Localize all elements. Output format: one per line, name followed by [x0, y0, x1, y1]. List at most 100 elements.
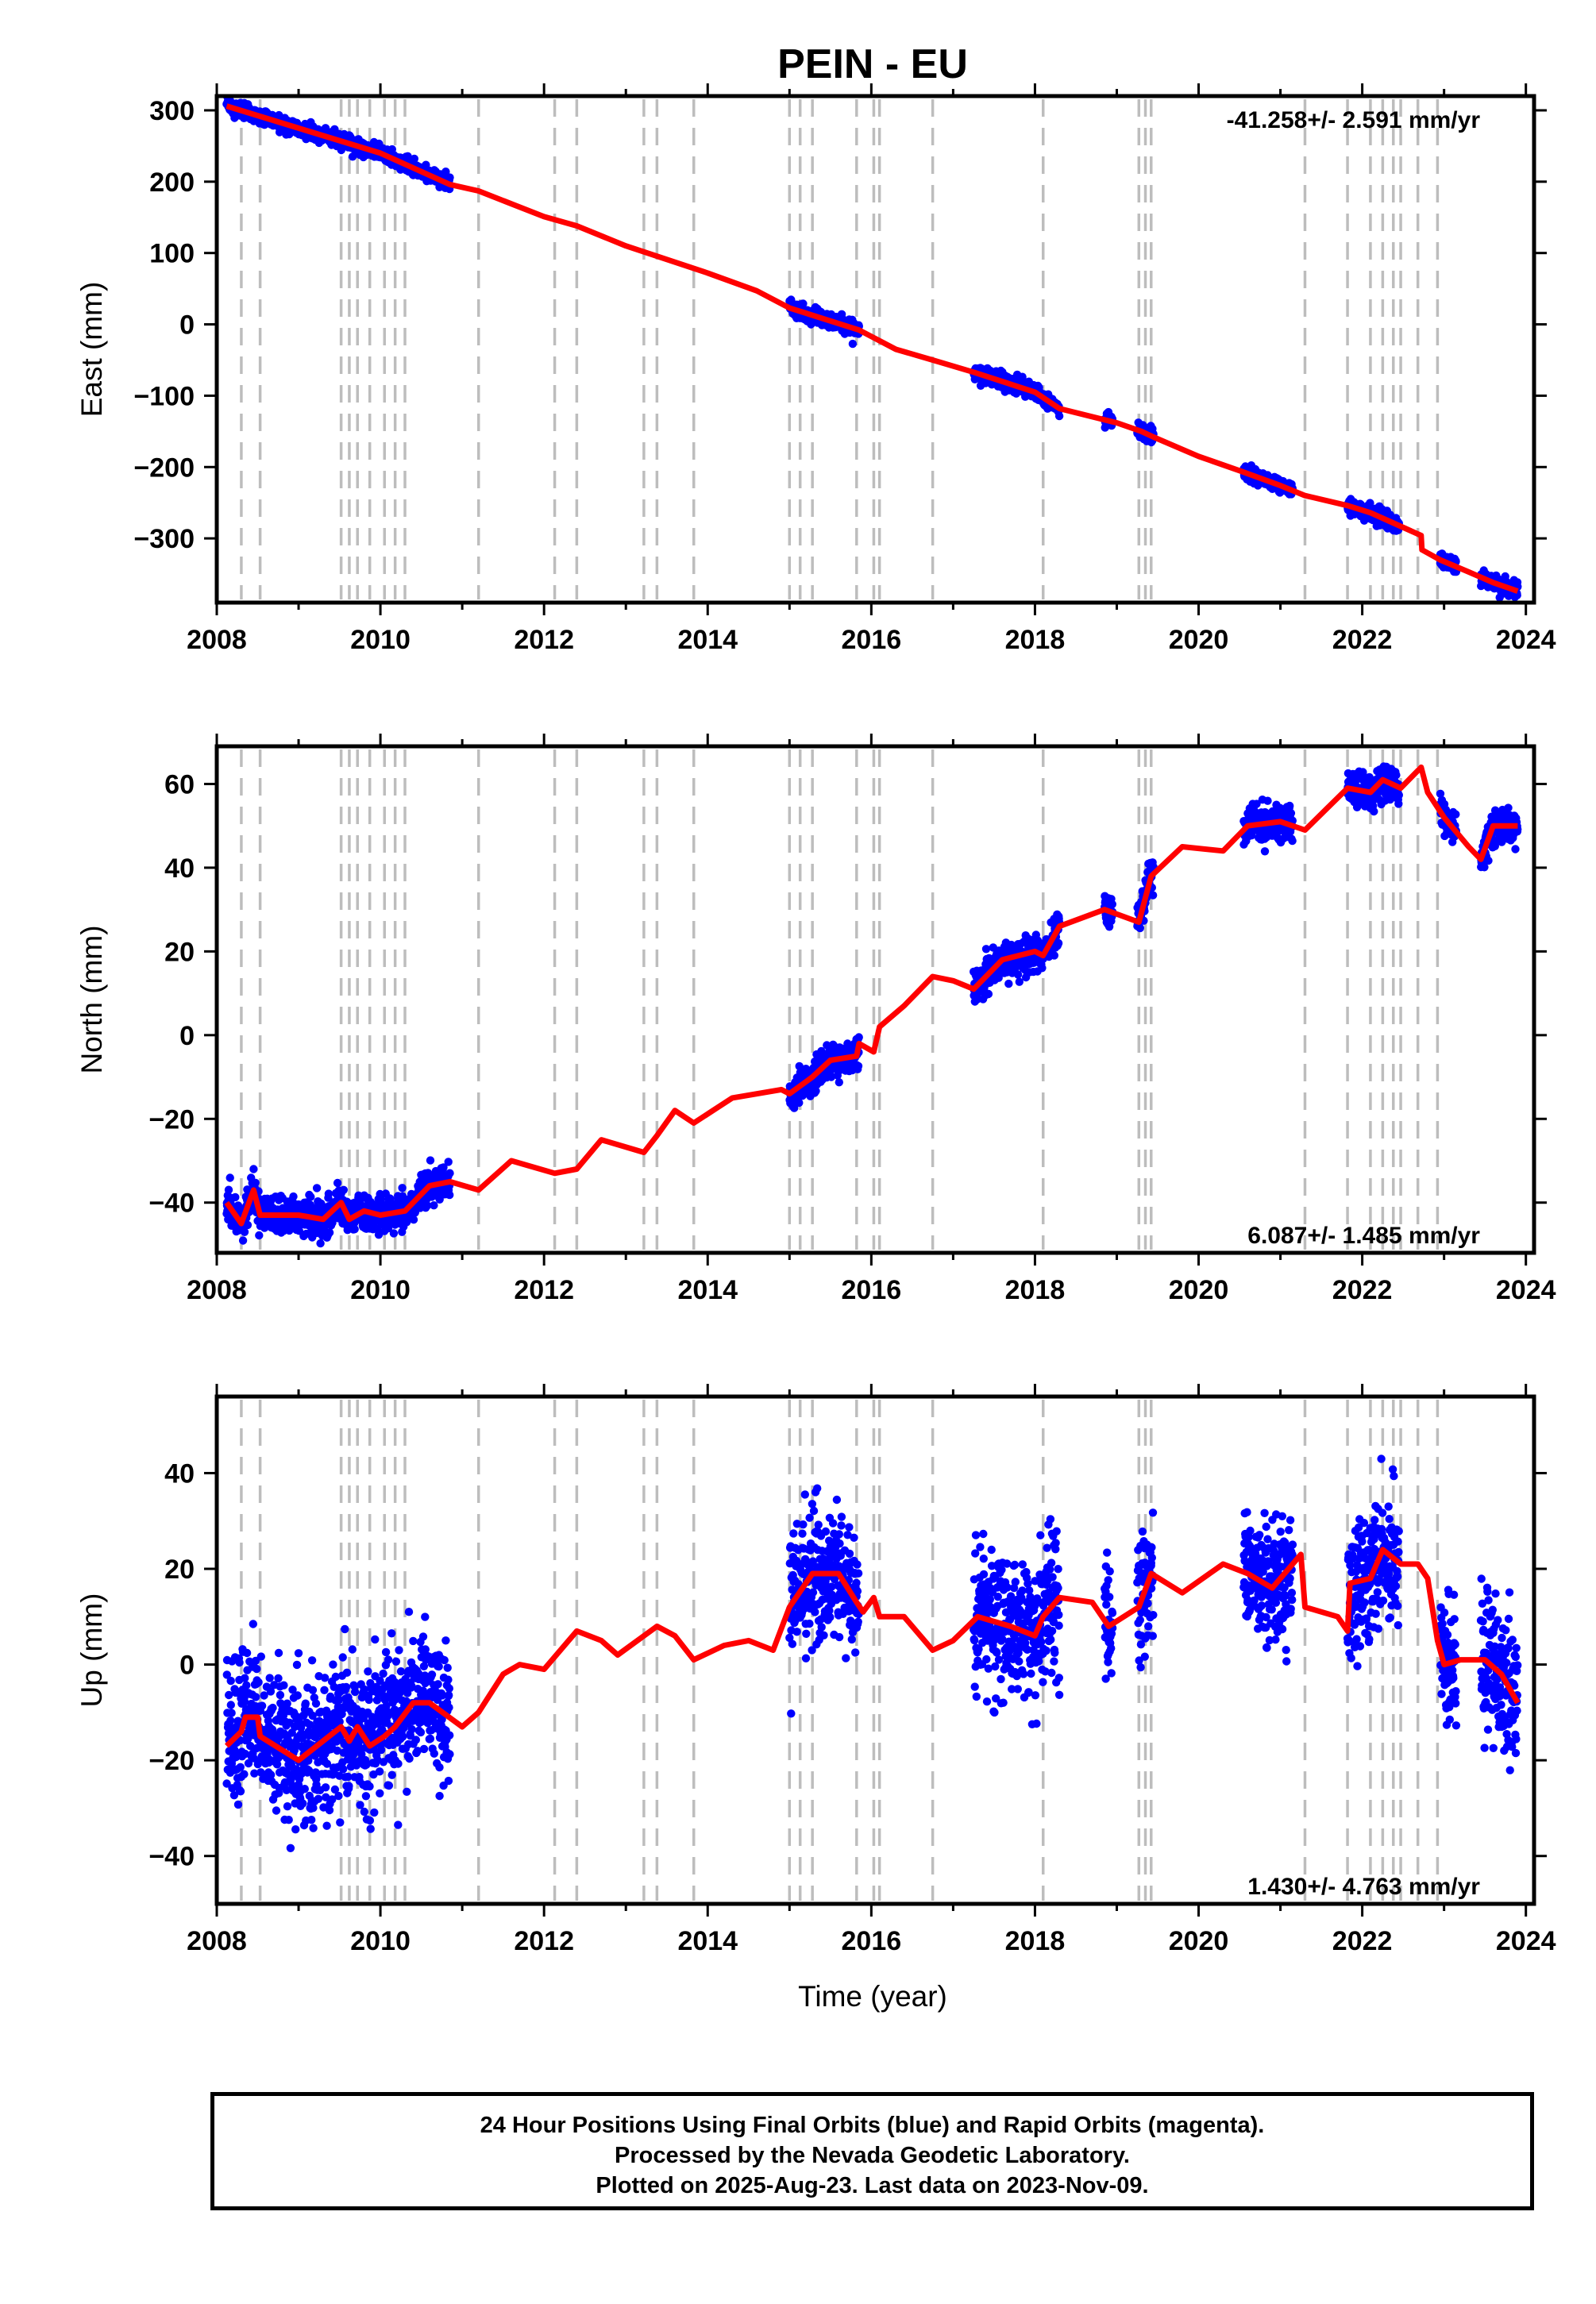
data-point [1004, 979, 1013, 988]
data-point [242, 1681, 251, 1689]
x-tick-label: 2018 [1005, 1275, 1066, 1305]
data-point [1135, 923, 1145, 933]
up-data-points [222, 1454, 1522, 1852]
data-point [1370, 807, 1378, 816]
data-point [389, 1229, 399, 1238]
data-point [439, 1163, 448, 1172]
data-point [333, 1178, 342, 1188]
north-y-axis-label: North (mm) [75, 925, 108, 1073]
data-point [229, 1791, 239, 1800]
data-point [1054, 938, 1063, 948]
y-tick-label: 0 [179, 310, 195, 341]
data-point [1050, 951, 1059, 960]
data-point [1392, 771, 1401, 780]
north-event-lines [240, 749, 1440, 1250]
data-point [1511, 845, 1520, 853]
data-point [1288, 836, 1297, 846]
data-point [1504, 803, 1513, 812]
data-point [339, 1185, 348, 1195]
data-point [324, 1189, 333, 1198]
data-point [1286, 801, 1294, 811]
data-point [444, 1158, 453, 1166]
x-tick-label: 2022 [1332, 625, 1393, 655]
data-point [222, 1670, 231, 1679]
data-point [848, 339, 858, 349]
x-tick-label: 2016 [842, 625, 902, 655]
y-tick-label: 60 [164, 769, 195, 799]
east-rate-annotation: -41.258+/- 2.591 mm/yr [1227, 107, 1481, 133]
data-point [1054, 411, 1064, 421]
data-point [240, 1770, 249, 1778]
data-point [1451, 810, 1460, 819]
x-tick-label: 2010 [350, 625, 411, 655]
data-point [854, 1033, 863, 1042]
north-rate-annotation: 6.087+/- 1.485 mm/yr [1247, 1223, 1480, 1249]
data-point [243, 1220, 253, 1230]
data-point [224, 1185, 233, 1194]
data-point [1366, 499, 1374, 507]
panel-up: 2008 2010 2012 2014 2016 2018 2020 2022 20244020… [75, 1384, 1556, 1956]
data-point [1260, 847, 1270, 856]
data-point [426, 1156, 435, 1165]
data-point [251, 1693, 260, 1701]
data-point [1394, 799, 1403, 808]
x-tick-label: 2016 [842, 1275, 902, 1305]
x-tick-label: 2020 [1169, 625, 1229, 655]
data-point [236, 1763, 245, 1771]
data-point [1038, 964, 1047, 973]
data-point [232, 1752, 241, 1762]
data-point [226, 1676, 235, 1686]
up-event-lines [240, 1400, 1440, 1901]
north-plot-frame [214, 744, 1536, 1255]
data-point [255, 1231, 264, 1240]
north-model-line [224, 764, 1518, 1227]
east-model-line [226, 103, 1519, 594]
data-point [312, 1184, 322, 1192]
data-point [1263, 796, 1272, 805]
data-point [1108, 900, 1117, 909]
y-tick-label: 0 [179, 1021, 195, 1051]
y-tick-label: 300 [149, 96, 195, 126]
data-point [241, 1749, 249, 1759]
data-point [835, 1078, 844, 1087]
x-tick-label: 2010 [350, 1275, 411, 1305]
data-point [249, 1165, 258, 1173]
y-tick-label: −300 [133, 524, 195, 554]
x-tick-label: 2012 [514, 625, 574, 655]
panel-east: 2008 2010 2012 2014 2016 2018 2020 2022 20243002… [75, 83, 1556, 655]
data-point [1015, 977, 1024, 986]
data-point [1148, 891, 1158, 900]
data-point [233, 1800, 243, 1809]
data-point [231, 1192, 240, 1202]
data-point [226, 1173, 234, 1182]
data-point [981, 945, 991, 954]
y-tick-label: −40 [148, 1189, 195, 1219]
data-point [372, 1224, 382, 1233]
data-point [226, 1716, 235, 1725]
x-tick-label: 2024 [1496, 625, 1556, 655]
data-point [1252, 799, 1261, 808]
data-point [410, 154, 418, 164]
x-tick-label: 2022 [1332, 1275, 1393, 1305]
panel-north: 2008 2010 2012 2014 2016 2018 2020 2022 20246040… [75, 734, 1556, 1305]
data-point [1484, 856, 1493, 865]
data-point [799, 299, 808, 308]
y-tick-label: 100 [149, 239, 195, 269]
data-point [1013, 970, 1023, 979]
data-point [244, 1759, 253, 1768]
data-point [1480, 863, 1489, 872]
east-y-axis-label: East (mm) [75, 282, 108, 418]
data-point [225, 1690, 233, 1700]
data-point [306, 1192, 315, 1201]
data-point [811, 1087, 820, 1096]
data-point [240, 1697, 249, 1706]
data-point [236, 1787, 245, 1796]
y-tick-label: −200 [133, 453, 195, 483]
x-tick-label: 2008 [187, 625, 247, 655]
y-tick-label: 20 [164, 937, 195, 967]
data-point [1436, 789, 1445, 798]
data-point [409, 1216, 418, 1224]
y-tick-label: −20 [148, 1104, 195, 1135]
